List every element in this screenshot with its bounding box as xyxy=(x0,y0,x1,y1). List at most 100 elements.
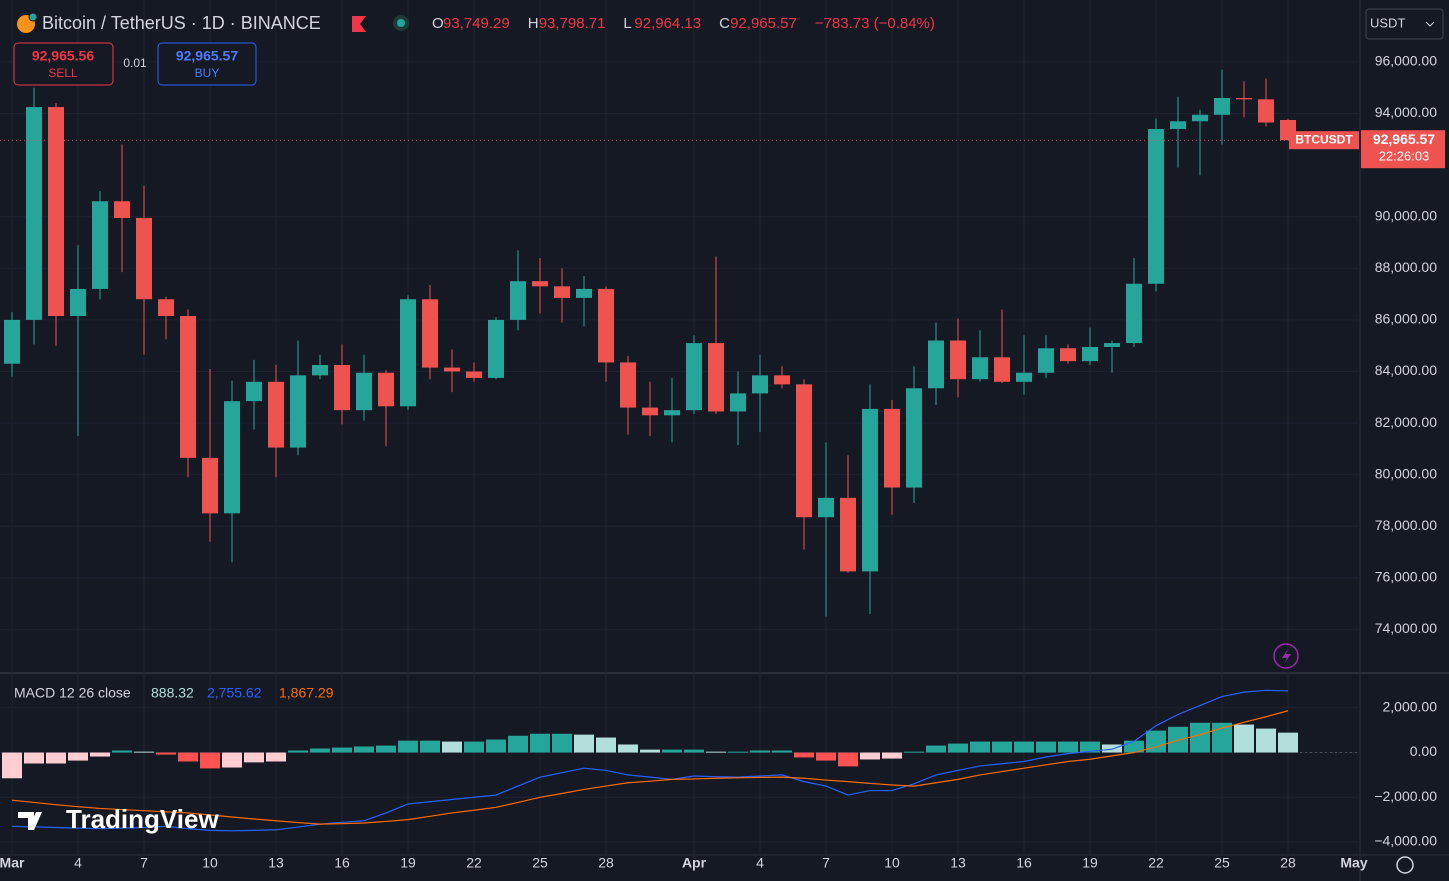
macd-line-value: 2,755.62 xyxy=(207,685,262,701)
ohlc-value: 92,964.13 xyxy=(634,15,701,32)
x-tick-label: 10 xyxy=(202,855,218,871)
ohlc-key: C xyxy=(719,15,730,32)
candle-body xyxy=(752,375,768,394)
countdown-label: 22:26:03 xyxy=(1379,149,1430,164)
histogram-bar xyxy=(68,752,88,761)
candle-body xyxy=(334,365,350,411)
candle-body xyxy=(1104,343,1120,347)
x-tick-label: 16 xyxy=(334,855,350,871)
alert-icon[interactable] xyxy=(1273,643,1299,669)
candle-body xyxy=(818,497,834,518)
market-status-dot xyxy=(397,19,405,27)
x-tick-label: 4 xyxy=(74,855,82,871)
candle-body xyxy=(70,288,86,317)
histogram-bar xyxy=(134,751,154,753)
y-tick-label: −2,000.00 xyxy=(1374,788,1437,804)
currency-select[interactable] xyxy=(1365,8,1444,40)
x-tick-label: 13 xyxy=(950,855,966,871)
histogram-bar xyxy=(222,752,242,768)
histogram-bar xyxy=(1058,741,1078,753)
y-tick-label: −4,000.00 xyxy=(1374,833,1437,849)
x-tick-label: 16 xyxy=(1016,855,1032,871)
histogram-bar xyxy=(684,749,704,753)
histogram-bar xyxy=(46,752,66,764)
dropdown-arrow xyxy=(1425,21,1435,27)
x-tick-label: May xyxy=(1340,855,1367,871)
y-tick-label: 74,000.00 xyxy=(1375,620,1437,636)
histogram-bar xyxy=(200,752,220,769)
x-tick-label: 28 xyxy=(1280,855,1296,871)
x-tick-label: 7 xyxy=(140,855,148,871)
ohlc-key: H xyxy=(528,15,539,32)
macd-line xyxy=(11,689,1289,832)
ohlc-value: 93,749.29 xyxy=(443,15,510,32)
candle-body xyxy=(224,401,240,514)
histogram-bar xyxy=(882,752,902,759)
histogram-bar xyxy=(1014,741,1034,753)
buy-button[interactable] xyxy=(157,42,257,86)
x-tick-label: 4 xyxy=(756,855,764,871)
candle-body xyxy=(48,107,64,317)
candle-body xyxy=(1258,99,1274,123)
currency-label: USDT xyxy=(1370,15,1405,30)
watermark-logo xyxy=(18,812,42,830)
candle-body xyxy=(994,357,1010,382)
candle-body xyxy=(708,343,724,412)
histogram-bar xyxy=(1124,740,1144,753)
candle-body xyxy=(1214,98,1230,115)
macd-hist-value: 888.32 xyxy=(151,685,194,701)
symbol-label-box xyxy=(1289,131,1359,150)
histogram-bar xyxy=(112,750,132,753)
x-tick-label: 22 xyxy=(466,855,482,871)
y-tick-label: 88,000.00 xyxy=(1375,259,1437,275)
settings-icon[interactable] xyxy=(1396,856,1414,874)
candle-body xyxy=(1170,121,1186,129)
candle-body xyxy=(1016,372,1032,382)
histogram-bar xyxy=(1146,730,1166,753)
histogram-bar xyxy=(838,752,858,767)
y-tick-label: 86,000.00 xyxy=(1375,311,1437,327)
candle-body xyxy=(730,393,746,412)
y-tick-label: 94,000.00 xyxy=(1375,104,1437,120)
histogram-bar xyxy=(640,749,660,753)
histogram-bar xyxy=(1190,722,1210,753)
histogram-bar xyxy=(310,748,330,753)
histogram-bar xyxy=(398,740,418,753)
candle-body xyxy=(906,388,922,488)
ohlc-change: −783.73 (−0.84%) xyxy=(815,15,935,32)
candle-body xyxy=(202,457,218,514)
macd-line xyxy=(11,710,1289,825)
candle-body xyxy=(26,107,42,320)
candle-body xyxy=(246,381,262,402)
histogram-bar xyxy=(376,745,396,753)
candle-body xyxy=(884,408,900,488)
sell-price: 92,965.56 xyxy=(32,48,94,64)
histogram-bar xyxy=(574,734,594,753)
x-tick-label: 19 xyxy=(400,855,416,871)
sell-button[interactable] xyxy=(13,42,114,86)
candle-body xyxy=(686,343,702,411)
histogram-bar xyxy=(970,741,990,753)
histogram-bar xyxy=(178,752,198,762)
buy-label: BUY xyxy=(195,66,220,80)
x-tick-label: 13 xyxy=(268,855,284,871)
histogram-bar xyxy=(728,751,748,753)
histogram-bar xyxy=(1256,728,1276,753)
histogram-bar xyxy=(530,733,550,753)
symbol-label: BTCUSDT xyxy=(1295,132,1353,146)
histogram-bar xyxy=(596,737,616,753)
histogram-bar xyxy=(156,752,176,755)
candle-body xyxy=(400,299,416,407)
candle-body xyxy=(1148,128,1164,284)
candle-body xyxy=(576,288,592,298)
x-tick-label: 7 xyxy=(822,855,830,871)
candle-body xyxy=(554,286,570,298)
candle-body xyxy=(114,201,130,218)
histogram-bar xyxy=(992,741,1012,753)
spread: 0.01 xyxy=(123,56,147,70)
x-tick-label: 25 xyxy=(1214,855,1230,871)
histogram-bar xyxy=(552,733,572,753)
symbol-title[interactable]: Bitcoin / TetherUS · 1D · BINANCE xyxy=(42,13,321,33)
flag-icon[interactable] xyxy=(352,16,366,32)
